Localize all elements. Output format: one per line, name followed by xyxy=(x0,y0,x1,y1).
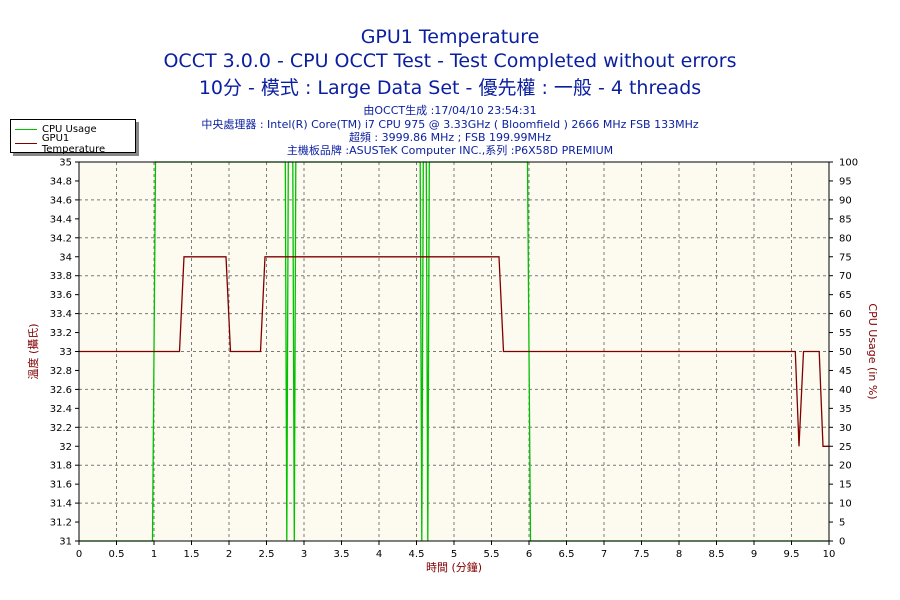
y-tick-label: 33.4 xyxy=(50,309,72,320)
x-tick-label: 7 xyxy=(601,549,607,560)
y2-tick-label: 45 xyxy=(839,366,852,377)
y-tick-label: 32 xyxy=(59,442,72,453)
y2-tick-label: 25 xyxy=(839,442,852,453)
legend-label-gpu1-temperature: GPU1 Temperature xyxy=(41,132,106,155)
y2-tick-label: 80 xyxy=(839,233,852,244)
legend-label-cpu-usage: CPU Usage xyxy=(42,124,97,135)
y-tick-label: 32.6 xyxy=(50,385,72,396)
x-tick-label: 2.5 xyxy=(259,549,275,560)
info-cpu: 中央處理器 : Intel(R) Core(TM) i7 CPU 975 @ 3… xyxy=(201,118,699,131)
x-tick-label: 5.5 xyxy=(484,549,500,560)
y2-tick-label: 90 xyxy=(839,195,852,206)
x-tick-label: 10 xyxy=(823,549,836,560)
x-tick-label: 3.5 xyxy=(334,549,350,560)
y-tick-label: 33 xyxy=(59,347,72,358)
chart-subtitle-2: 10分 - 模式 : Large Data Set - 優先權 : 一般 - 4… xyxy=(198,77,702,99)
x-tick-label: 4 xyxy=(376,549,382,560)
y2-tick-label: 50 xyxy=(839,347,852,358)
info-generated: 由OCCT生成 :17/04/10 23:54:31 xyxy=(363,104,537,117)
y2-axis-label: CPU Usage (in %) xyxy=(866,303,879,399)
y-tick-label: 33.2 xyxy=(50,328,72,339)
x-tick-label: 3 xyxy=(301,549,307,560)
y2-tick-label: 40 xyxy=(839,385,852,396)
y2-tick-label: 85 xyxy=(839,214,852,225)
y2-tick-label: 30 xyxy=(839,423,852,434)
y-tick-label: 32.8 xyxy=(50,366,72,377)
x-tick-label: 4.5 xyxy=(409,549,425,560)
x-tick-label: 1.5 xyxy=(184,549,200,560)
y2-tick-label: 15 xyxy=(839,480,852,491)
y2-tick-label: 55 xyxy=(839,328,852,339)
x-tick-label: 7.5 xyxy=(634,549,650,560)
legend-item-cpu-usage: CPU Usage xyxy=(15,123,97,136)
y-tick-label: 32.4 xyxy=(50,404,72,415)
y-tick-label: 34 xyxy=(59,252,72,263)
y2-tick-label: 10 xyxy=(839,499,852,510)
y2-tick-label: 35 xyxy=(839,404,852,415)
x-tick-label: 5 xyxy=(451,549,457,560)
x-tick-label: 6.5 xyxy=(559,549,575,560)
legend-swatch-cpu-usage xyxy=(15,129,37,130)
x-tick-label: 9 xyxy=(751,549,757,560)
y-tick-label: 31.2 xyxy=(50,518,72,529)
x-tick-label: 0.5 xyxy=(109,549,125,560)
legend-swatch-gpu1-temperature xyxy=(15,143,37,144)
grid-lines xyxy=(75,161,833,545)
y-tick-label: 31.4 xyxy=(50,499,72,510)
y2-tick-label: 20 xyxy=(839,461,852,472)
chart-title: GPU1 Temperature xyxy=(360,26,540,48)
y-tick-label: 34.6 xyxy=(50,195,72,206)
y-axis-label: 溫度 (攝氏) xyxy=(26,323,40,379)
y2-tick-label: 95 xyxy=(839,176,852,187)
y-tick-label: 31 xyxy=(59,537,72,548)
y-tick-label: 32.2 xyxy=(50,423,72,434)
y2-tick-label: 75 xyxy=(839,252,852,263)
y-tick-label: 31.8 xyxy=(50,461,72,472)
x-tick-label: 9.5 xyxy=(784,549,800,560)
y2-tick-label: 5 xyxy=(839,518,845,529)
y-tick-label: 33.8 xyxy=(50,271,72,282)
chart-subtitle-1: OCCT 3.0.0 - CPU OCCT Test - Test Comple… xyxy=(163,50,737,72)
x-tick-label: 6 xyxy=(526,549,532,560)
y-tick-label: 31.6 xyxy=(50,480,72,491)
x-tick-label: 2 xyxy=(226,549,232,560)
y2-tick-label: 65 xyxy=(839,290,852,301)
y2-tick-label: 0 xyxy=(839,537,845,548)
x-tick-label: 8.5 xyxy=(709,549,725,560)
y2-tick-label: 60 xyxy=(839,309,852,320)
info-motherboard: 主機板品牌 :ASUSTeK Computer INC.,系列 :P6X58D … xyxy=(286,144,614,157)
y2-tick-label: 70 xyxy=(839,271,852,282)
legend: CPU Usage GPU1 Temperature xyxy=(10,119,136,155)
plot-border xyxy=(78,161,830,542)
x-tick-label: 8 xyxy=(676,549,682,560)
x-tick-label: 1 xyxy=(151,549,157,560)
info-overclock: 超頻 : 3999.86 MHz ; FSB 199.99MHz xyxy=(348,131,552,144)
x-tick-label: 0 xyxy=(76,549,82,560)
y-tick-label: 34.8 xyxy=(50,176,72,187)
x-axis-label: 時間 (分鐘) xyxy=(426,560,482,574)
y-tick-label: 35 xyxy=(59,158,72,169)
y-tick-label: 33.6 xyxy=(50,290,72,301)
y-tick-label: 34.4 xyxy=(50,214,72,225)
tick-labels: 0 0.5 1 1.5 2 2.5 3 3.5 4 4.5 5 5.5 6 6.5 7 7.5 8 8.5 9 9.5… xyxy=(50,158,858,561)
series-line-gpu1-temperature xyxy=(79,256,829,447)
legend-item-gpu1-temperature: GPU1 Temperature xyxy=(15,133,135,155)
y2-tick-label: 100 xyxy=(839,158,858,169)
y-tick-label: 34.2 xyxy=(50,233,72,244)
